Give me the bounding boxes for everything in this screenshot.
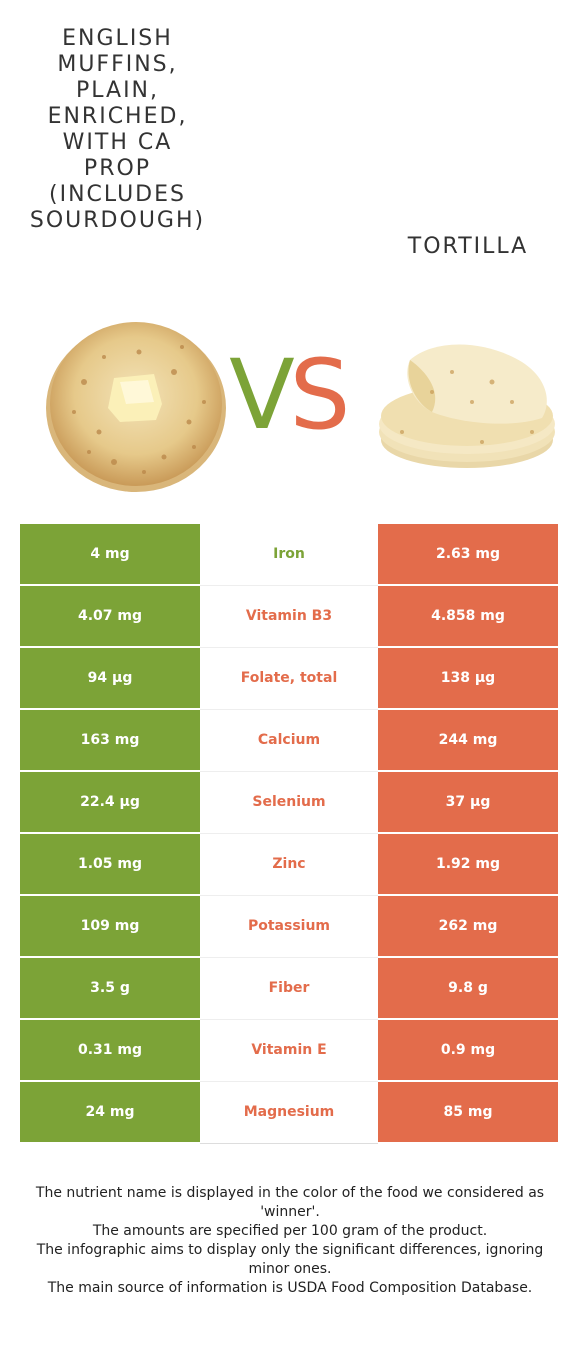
nutrient-row: 4 mg Iron 2.63 mg [20, 524, 558, 586]
vs-s-letter: S [290, 340, 351, 440]
left-food-value: 109 mg [20, 895, 200, 958]
nutrient-name: Selenium [200, 771, 378, 834]
nutrient-row: 163 mg Calcium 244 mg [20, 709, 558, 772]
right-food-value: 4.858 mg [378, 585, 558, 648]
left-food-value: 4.07 mg [20, 585, 200, 648]
nutrient-row: 0.31 mg Vitamin E 0.9 mg [20, 1019, 558, 1082]
right-food-title: TORTILLA [407, 234, 529, 259]
right-food-value: 0.9 mg [378, 1019, 558, 1082]
nutrient-name: Vitamin B3 [200, 585, 378, 648]
nutrient-name: Vitamin E [200, 1019, 378, 1082]
nutrient-name: Fiber [200, 957, 378, 1020]
english-muffin-image [46, 322, 226, 492]
footnote-line: The main source of information is USDA F… [47, 1280, 533, 1296]
nutrient-row: 24 mg Magnesium 85 mg [20, 1081, 558, 1144]
left-food-value: 1.05 mg [20, 833, 200, 896]
nutrient-row: 94 µg Folate, total 138 µg [20, 647, 558, 710]
nutrient-name: Potassium [200, 895, 378, 958]
left-food-value: 22.4 µg [20, 771, 200, 834]
left-food-value: 0.31 mg [20, 1019, 200, 1082]
left-food-value: 163 mg [20, 709, 200, 772]
vs-v-letter: V [229, 340, 295, 440]
left-food-value: 24 mg [20, 1081, 200, 1144]
nutrient-row: 1.05 mg Zinc 1.92 mg [20, 833, 558, 896]
nutrient-name: Zinc [200, 833, 378, 896]
footnote-line: The nutrient name is displayed in the co… [35, 1185, 545, 1220]
nutrient-name: Iron [200, 524, 378, 586]
tortilla-image [379, 344, 555, 468]
right-food-value: 138 µg [378, 647, 558, 710]
nutrient-row: 4.07 mg Vitamin B3 4.858 mg [20, 585, 558, 648]
nutrient-name: Calcium [200, 709, 378, 772]
right-food-value: 262 mg [378, 895, 558, 958]
nutrient-name: Folate, total [200, 647, 378, 710]
left-food-value: 3.5 g [20, 957, 200, 1020]
left-food-value: 94 µg [20, 647, 200, 710]
right-food-value: 85 mg [378, 1081, 558, 1144]
right-food-value: 1.92 mg [378, 833, 558, 896]
vs-label: V S [229, 340, 351, 440]
nutrient-name: Magnesium [200, 1081, 378, 1144]
right-food-value: 9.8 g [378, 957, 558, 1020]
right-food-value: 37 µg [378, 771, 558, 834]
nutrient-row: 3.5 g Fiber 9.8 g [20, 957, 558, 1020]
right-food-value: 2.63 mg [378, 524, 558, 586]
footnote-line: The infographic aims to display only the… [36, 1242, 544, 1277]
comparison-table: 4 mg Iron 2.63 mg 4.07 mg Vitamin B3 4.858 mg… [20, 524, 558, 1144]
nutrient-row: 22.4 µg Selenium 37 µg [20, 771, 558, 834]
left-food-value: 4 mg [20, 524, 200, 586]
left-food-title: ENGLISH MUFFINS, PLAIN, ENRICHED, WITH C… [29, 26, 206, 233]
nutrient-row: 109 mg Potassium 262 mg [20, 895, 558, 958]
right-food-value: 244 mg [378, 709, 558, 772]
footnote-line: The amounts are specified per 100 gram o… [92, 1223, 488, 1239]
footnote: The nutrient name is displayed in the co… [20, 1184, 560, 1298]
